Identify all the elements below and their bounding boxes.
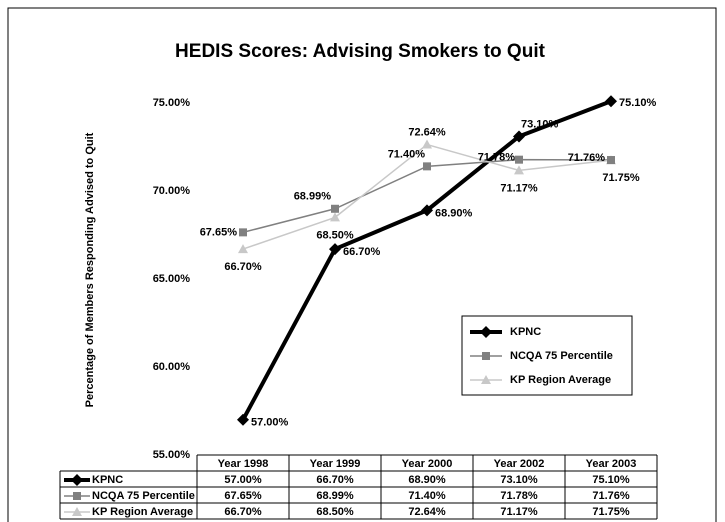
data-label: 66.70% <box>343 246 381 258</box>
data-label: 71.40% <box>388 148 426 160</box>
marker <box>480 326 492 338</box>
y-tick-label: 75.00% <box>153 97 191 109</box>
y-tick-label: 60.00% <box>153 361 191 373</box>
table-cell: 75.10% <box>592 474 630 486</box>
legend-label: KPNC <box>510 326 541 338</box>
marker <box>515 155 523 164</box>
table-cell: 66.70% <box>224 506 262 518</box>
data-label: 71.75% <box>602 172 640 184</box>
table-cell: 67.65% <box>224 490 262 502</box>
table-cell: 68.90% <box>408 474 446 486</box>
marker <box>73 492 81 500</box>
table-cell: 57.00% <box>224 474 262 486</box>
marker <box>482 352 490 360</box>
chart-title: HEDIS Scores: Advising Smokers to Quit <box>175 41 546 62</box>
legend-label: NCQA 75 Percentile <box>510 350 613 362</box>
table-cell: 72.64% <box>408 506 446 518</box>
marker <box>421 204 433 217</box>
x-tick-label: Year 2003 <box>586 458 637 470</box>
data-label: 67.65% <box>200 226 238 238</box>
marker <box>481 375 491 384</box>
marker <box>423 162 431 171</box>
table-cell: 71.78% <box>500 490 538 502</box>
x-tick-label: Year 2002 <box>494 458 545 470</box>
y-tick-label: 70.00% <box>153 185 191 197</box>
table-cell: 71.76% <box>592 490 630 502</box>
x-tick-label: Year 1999 <box>310 458 361 470</box>
marker <box>71 474 83 486</box>
marker <box>330 212 340 222</box>
table-row-label: KP Region Average <box>92 506 193 518</box>
marker <box>514 165 524 175</box>
x-tick-label: Year 2000 <box>402 458 453 470</box>
data-label: 75.10% <box>619 97 657 109</box>
data-label: 68.90% <box>435 207 473 219</box>
frame <box>7 7 717 522</box>
data-label: 57.00% <box>251 417 289 429</box>
y-tick-label: 55.00% <box>153 449 191 461</box>
marker <box>329 243 341 256</box>
data-label: 68.50% <box>316 229 354 241</box>
y-tick-label: 65.00% <box>153 273 191 285</box>
marker <box>331 204 339 213</box>
table-row-label: KPNC <box>92 474 123 486</box>
marker <box>238 244 248 254</box>
x-tick-label: Year 1998 <box>218 458 269 470</box>
table-cell: 68.99% <box>316 490 354 502</box>
marker <box>422 139 432 149</box>
data-label: 71.76% <box>568 152 606 164</box>
marker <box>239 228 247 237</box>
marker <box>513 130 525 143</box>
data-label: 68.99% <box>294 191 332 203</box>
table-cell: 71.75% <box>592 506 630 518</box>
marker <box>605 95 617 108</box>
table-cell: 71.40% <box>408 490 446 502</box>
data-label: 72.64% <box>408 126 446 138</box>
table-cell: 68.50% <box>316 506 354 518</box>
data-label: 71.78% <box>478 152 516 164</box>
data-label: 71.17% <box>500 182 538 194</box>
marker <box>607 156 615 165</box>
marker <box>237 413 249 426</box>
table-cell: 66.70% <box>316 474 354 486</box>
table-row-label: NCQA 75 Percentile <box>92 490 195 502</box>
data-label: 66.70% <box>224 261 262 273</box>
table-cell: 71.17% <box>500 506 538 518</box>
marker <box>72 507 82 516</box>
legend-label: KP Region Average <box>510 374 611 386</box>
y-axis-label: Percentage of Members Responding Advised… <box>84 132 96 407</box>
data-label: 73.10% <box>521 118 559 130</box>
table-cell: 73.10% <box>500 474 538 486</box>
